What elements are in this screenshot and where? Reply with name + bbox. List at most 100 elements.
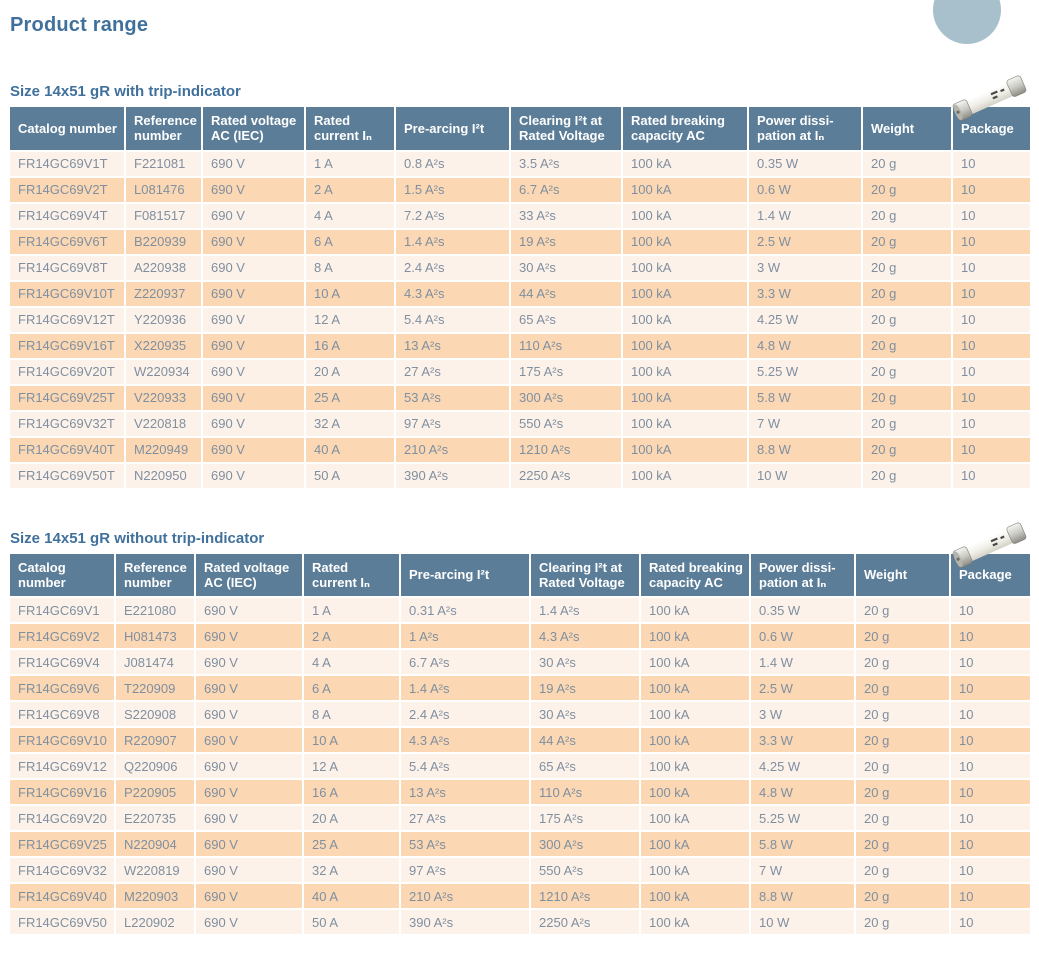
- table-cell: 8.8 W: [748, 437, 862, 463]
- table-cell: FR14GC69V8: [10, 701, 115, 727]
- table-cell: 690 V: [195, 857, 303, 883]
- table-cell: 5.4 A²s: [400, 753, 530, 779]
- table-cell: 20 g: [855, 623, 950, 649]
- table-cell: 10: [950, 857, 1030, 883]
- table-header-row: Catalog numberReference numberRated volt…: [10, 554, 1030, 598]
- table-row: FR14GC69V8TA220938690 V8 A2.4 A²s30 A²s1…: [10, 255, 1030, 281]
- table-body: FR14GC69V1TF221081690 V1 A0.8 A²s3.5 A²s…: [10, 151, 1030, 489]
- table-cell: 20 g: [855, 597, 950, 623]
- table-row: FR14GC69V10R220907690 V10 A4.3 A²s44 A²s…: [10, 727, 1030, 753]
- table-cell: 2.5 W: [748, 229, 862, 255]
- table-cell: 4.3 A²s: [400, 727, 530, 753]
- table-cell: 100 kA: [622, 177, 748, 203]
- table-cell: X220935: [125, 333, 202, 359]
- table-cell: FR14GC69V2: [10, 623, 115, 649]
- table-row: FR14GC69V4J081474690 V4 A6.7 A²s30 A²s10…: [10, 649, 1030, 675]
- table-cell: 550 A²s: [510, 411, 622, 437]
- table-cell: 100 kA: [640, 805, 750, 831]
- table-cell: 10: [950, 727, 1030, 753]
- table-cell: 690 V: [202, 411, 305, 437]
- table-row: FR14GC69V10TZ220937690 V10 A4.3 A²s44 A²…: [10, 281, 1030, 307]
- table-cell: 10 W: [748, 463, 862, 489]
- table-cell: Y220936: [125, 307, 202, 333]
- table-cell: 16 A: [305, 333, 395, 359]
- table-cell: 10: [950, 883, 1030, 909]
- table-cell: W220934: [125, 359, 202, 385]
- table-cell: 8 A: [305, 255, 395, 281]
- table-cell: E220735: [115, 805, 195, 831]
- table-cell: 100 kA: [640, 727, 750, 753]
- table-cell: 100 kA: [640, 909, 750, 935]
- table-cell: 50 A: [303, 909, 400, 935]
- table-cell: 3 W: [750, 701, 855, 727]
- table-cell: 4 A: [305, 203, 395, 229]
- table-cell: 100 kA: [640, 831, 750, 857]
- table-cell: 1210 A²s: [530, 883, 640, 909]
- column-header: Rated breaking capacity AC: [640, 554, 750, 598]
- table-cell: 44 A²s: [510, 281, 622, 307]
- table-cell: 690 V: [202, 255, 305, 281]
- table-cell: 100 kA: [622, 385, 748, 411]
- column-header: Weight: [855, 554, 950, 598]
- table-cell: FR14GC69V25: [10, 831, 115, 857]
- table-cell: 4.3 A²s: [530, 623, 640, 649]
- table-cell: 100 kA: [640, 701, 750, 727]
- table-cell: 10: [950, 701, 1030, 727]
- table-cell: 3 W: [748, 255, 862, 281]
- table-cell: L081476: [125, 177, 202, 203]
- table-cell: 20 g: [855, 753, 950, 779]
- product-table-with-trip-indicator: Catalog numberReference numberRated volt…: [10, 107, 1030, 490]
- table-cell: 3.5 A²s: [510, 151, 622, 177]
- table-cell: 65 A²s: [530, 753, 640, 779]
- table-cell: FR14GC69V20T: [10, 359, 125, 385]
- table-cell: 10: [952, 229, 1030, 255]
- table-cell: 10: [950, 753, 1030, 779]
- table-cell: FR14GC69V40: [10, 883, 115, 909]
- table-row: FR14GC69V25TV220933690 V25 A53 A²s300 A²…: [10, 385, 1030, 411]
- section-without-trip-indicator: Size 14x51 gR without trip-indicator: [10, 530, 1030, 937]
- table-cell: R220907: [115, 727, 195, 753]
- table-cell: P220905: [115, 779, 195, 805]
- table-cell: 65 A²s: [510, 307, 622, 333]
- table-cell: FR14GC69V40T: [10, 437, 125, 463]
- table-cell: 16 A: [303, 779, 400, 805]
- table-cell: FR14GC69V32: [10, 857, 115, 883]
- table-cell: 97 A²s: [400, 857, 530, 883]
- table-cell: 1.4 A²s: [530, 597, 640, 623]
- table-cell: 12 A: [303, 753, 400, 779]
- table-cell: 0.8 A²s: [395, 151, 510, 177]
- table-cell: FR14GC69V16: [10, 779, 115, 805]
- table-cell: 100 kA: [640, 675, 750, 701]
- page-title: Product range: [10, 14, 1030, 37]
- table-cell: 40 A: [303, 883, 400, 909]
- table-cell: 4.25 W: [750, 753, 855, 779]
- table-cell: 10: [952, 177, 1030, 203]
- table-cell: 20 g: [862, 437, 952, 463]
- table-cell: 25 A: [303, 831, 400, 857]
- column-header: Catalog number: [10, 554, 115, 598]
- table-cell: J081474: [115, 649, 195, 675]
- table-row: FR14GC69V25N220904690 V25 A53 A²s300 A²s…: [10, 831, 1030, 857]
- column-header: Rated voltage AC (IEC): [202, 107, 305, 151]
- table-row: FR14GC69V40M220903690 V40 A210 A²s1210 A…: [10, 883, 1030, 909]
- table-cell: 690 V: [202, 333, 305, 359]
- table-cell: 210 A²s: [395, 437, 510, 463]
- table-cell: 2.4 A²s: [395, 255, 510, 281]
- table-cell: S220908: [115, 701, 195, 727]
- table-cell: FR14GC69V16T: [10, 333, 125, 359]
- table-row: FR14GC69V6T220909690 V6 A1.4 A²s19 A²s10…: [10, 675, 1030, 701]
- table-cell: 2250 A²s: [510, 463, 622, 489]
- table-cell: 100 kA: [622, 437, 748, 463]
- table-cell: 10: [950, 831, 1030, 857]
- table-cell: V220933: [125, 385, 202, 411]
- table-cell: FR14GC69V1: [10, 597, 115, 623]
- table-cell: 10: [950, 675, 1030, 701]
- table-cell: 10: [952, 437, 1030, 463]
- table-cell: 4.25 W: [748, 307, 862, 333]
- table-cell: 30 A²s: [510, 255, 622, 281]
- column-header: Package: [950, 554, 1030, 598]
- table-cell: 10: [950, 909, 1030, 935]
- table-cell: 10: [952, 281, 1030, 307]
- table-cell: 0.6 W: [750, 623, 855, 649]
- table-cell: 4.8 W: [750, 779, 855, 805]
